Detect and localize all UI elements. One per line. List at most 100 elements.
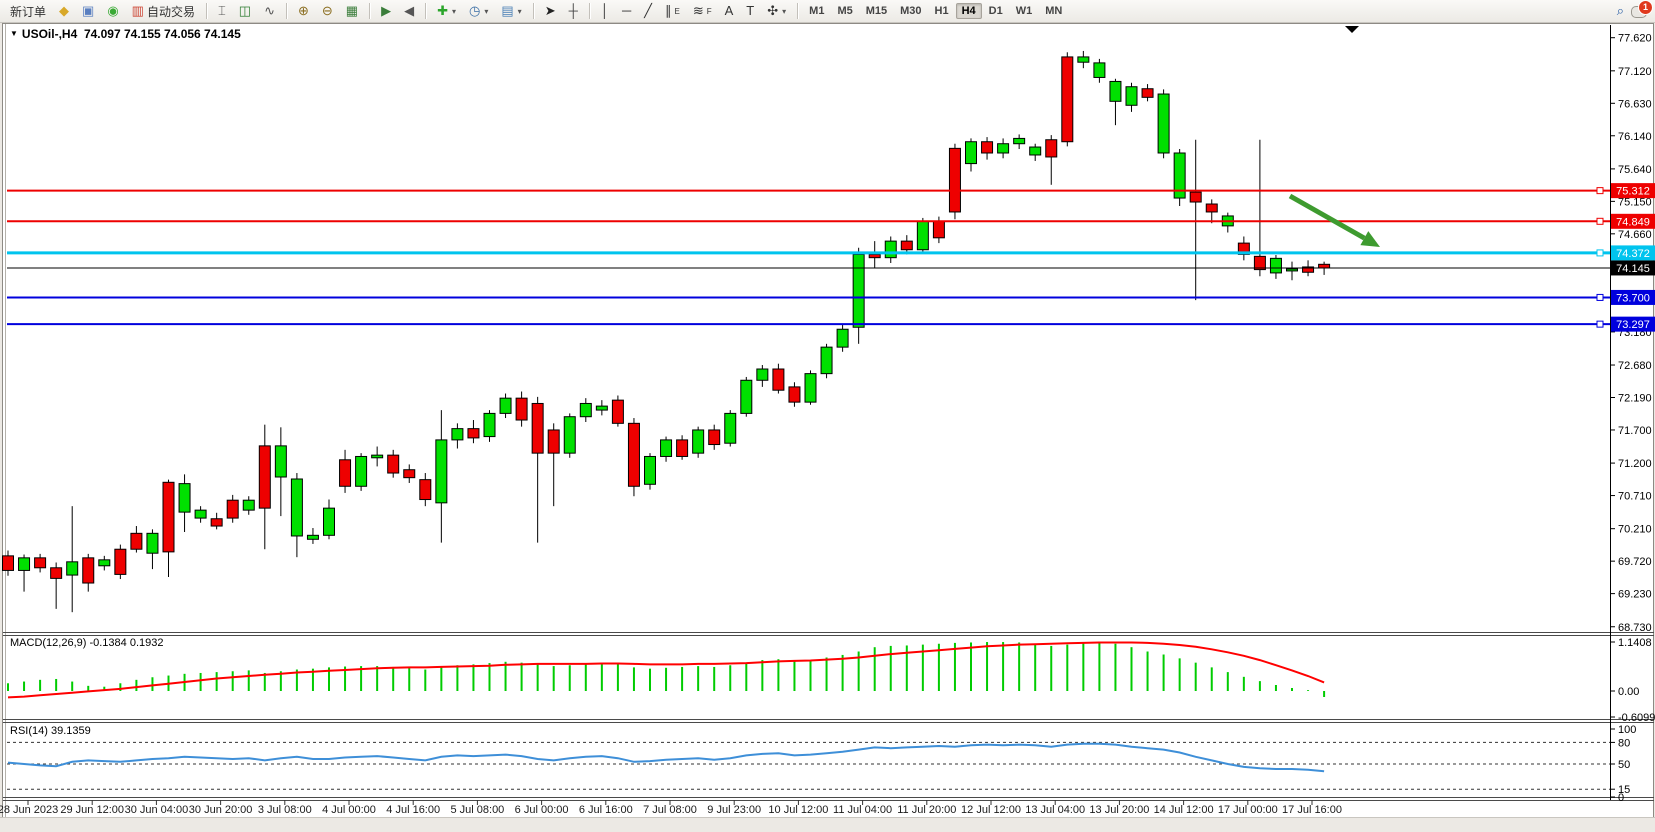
time-axis-label: 4 Jul 16:00 bbox=[386, 804, 440, 816]
chevron-down-icon: ▾ bbox=[452, 6, 457, 16]
signals-icon: ◉ bbox=[107, 3, 119, 18]
cursor-icon[interactable]: ➤ bbox=[539, 2, 562, 20]
timeframe-m15-button[interactable]: M15 bbox=[865, 5, 888, 17]
market-watch-icon: ◆ bbox=[59, 3, 70, 18]
auto-scroll-icon[interactable]: ▶ bbox=[375, 2, 397, 20]
timeframe-w1-button[interactable]: W1 bbox=[1015, 5, 1033, 17]
time-axis-label: 6 Jul 00:00 bbox=[515, 804, 569, 816]
autotrade-button: ▥ bbox=[131, 3, 144, 18]
trend-arrow-head bbox=[1360, 231, 1380, 247]
price-axis-tick: 75.150 bbox=[1618, 196, 1652, 208]
chevron-down-icon: ▾ bbox=[484, 6, 489, 16]
timeframe-m1-button[interactable]: M1 bbox=[809, 5, 825, 17]
line-handle bbox=[1596, 187, 1604, 195]
timeframe-m30-button[interactable]: M30 bbox=[900, 5, 922, 17]
toolbar-separator bbox=[797, 3, 799, 19]
time-axis-label: 17 Jul 16:00 bbox=[1282, 804, 1342, 816]
signals-icon[interactable]: ◉ bbox=[101, 2, 124, 20]
timeframe-mn-button[interactable]: MN bbox=[1045, 5, 1063, 17]
time-axis-label: 7 Jul 08:00 bbox=[643, 804, 697, 816]
navigator-icon[interactable]: ▣ bbox=[76, 2, 100, 20]
time-axis-label: 28 Jun 2023 bbox=[0, 804, 58, 816]
macd-panel: 1.1408 0.00 -0.6099 bbox=[7, 637, 1655, 724]
text-icon: A bbox=[724, 3, 734, 18]
arrows-icon: ✣ bbox=[767, 3, 779, 18]
zoom-in-icon[interactable]: ⊕ bbox=[292, 2, 315, 20]
auto-scroll-icon: ▶ bbox=[381, 3, 392, 18]
rsi-axis-tick: 15 bbox=[1618, 784, 1630, 796]
search-icon[interactable]: ⌕ bbox=[1611, 2, 1630, 20]
vertical-line-icon: │ bbox=[600, 3, 609, 18]
candlestick-chart-icon[interactable]: ◫ bbox=[233, 2, 257, 20]
vertical-line-icon[interactable]: │ bbox=[595, 2, 615, 20]
price-axis-tick: 77.620 bbox=[1618, 33, 1652, 45]
timeframe-h4-button[interactable]: H4 bbox=[955, 3, 982, 19]
icon-subscript: E bbox=[674, 6, 680, 16]
fibonacci-icon[interactable]: ≋ F bbox=[687, 2, 718, 20]
add-indicator-icon[interactable]: ✚ ▾ bbox=[431, 2, 462, 20]
price-tag bbox=[1611, 183, 1655, 199]
line-handle bbox=[1596, 320, 1604, 328]
line-chart-icon[interactable]: ∿ bbox=[258, 2, 281, 20]
fibonacci-icon: ≋ bbox=[692, 3, 704, 18]
tile-windows-icon[interactable]: ▦ bbox=[340, 2, 364, 20]
navigator-icon: ▣ bbox=[82, 3, 95, 18]
templates-icon[interactable]: ▤ ▾ bbox=[495, 2, 527, 20]
market-watch-icon[interactable]: ◆ bbox=[53, 2, 75, 20]
status-bar bbox=[0, 817, 1655, 832]
price-tag-label: 74.145 bbox=[1616, 263, 1650, 275]
rsi-axis-tick: 80 bbox=[1618, 737, 1630, 749]
price-tag bbox=[1611, 245, 1655, 261]
rsi-axis-tick: 0 bbox=[1618, 792, 1624, 804]
cursor-icon: ➤ bbox=[544, 3, 556, 18]
time-axis-label: 9 Jul 23:00 bbox=[707, 804, 761, 816]
price-tag bbox=[1611, 289, 1655, 305]
chart-shift-icon[interactable]: ◀ bbox=[398, 2, 420, 20]
timeframe-d1-button[interactable]: D1 bbox=[988, 5, 1003, 17]
time-axis-label: 30 Jun 04:00 bbox=[125, 804, 189, 816]
rsi-axis-tick: 50 bbox=[1618, 759, 1630, 771]
crosshair-icon[interactable]: ┼ bbox=[563, 2, 584, 20]
price-tag-label: 73.297 bbox=[1616, 319, 1650, 331]
time-axis-label: 14 Jul 12:00 bbox=[1154, 804, 1214, 816]
trend-arrow-annotation bbox=[1288, 193, 1366, 241]
macd-indicator-label: MACD(12,26,9) -0.1384 0.1932 bbox=[10, 637, 164, 649]
candles-layer bbox=[2, 50, 1331, 613]
time-axis-label: 5 Jul 08:00 bbox=[450, 804, 504, 816]
zoom-out-icon[interactable]: ⊖ bbox=[316, 2, 339, 20]
chevron-down-icon: ▾ bbox=[517, 6, 522, 16]
autotrade-button[interactable]: ▥ 自动交易 bbox=[126, 1, 201, 22]
trendline-icon[interactable]: ╱ bbox=[638, 2, 658, 20]
autotrade-button-label: 自动交易 bbox=[146, 4, 195, 19]
new-order-button-label: 新订单 bbox=[10, 4, 47, 19]
price-tag bbox=[1611, 260, 1655, 276]
equidistant-channel-icon[interactable]: ∥ E bbox=[659, 2, 686, 20]
arrows-icon[interactable]: ✣ ▾ bbox=[761, 2, 792, 20]
text-icon[interactable]: A bbox=[719, 2, 740, 20]
toolbar-separator bbox=[588, 3, 590, 19]
bar-chart-icon[interactable]: ⌶ bbox=[212, 2, 232, 20]
price-tag-label: 74.849 bbox=[1616, 216, 1650, 228]
new-order-button[interactable]: 新订单 bbox=[4, 1, 52, 22]
toolbar: 新订单 ◆ ▣ ◉ ▥ 自动交易 ⌶ ◫ ∿ ⊕ ⊖ ▦ ▶ ◀ ✚ ▾ ◷ ▾ ▤ ▾ ➤ ┼ │ ─ ╱ ∥ E ≋ F A T ✣ ▾ M1… bbox=[0, 0, 1655, 23]
price-axis-tick: 69.720 bbox=[1618, 556, 1652, 568]
timeframe-h1-button[interactable]: H1 bbox=[934, 5, 949, 17]
toolbar-separator bbox=[205, 3, 207, 19]
chart-collapse-icon[interactable]: ▼ bbox=[10, 29, 18, 38]
tile-windows-icon: ▦ bbox=[345, 3, 359, 18]
templates-icon: ▤ bbox=[501, 3, 514, 18]
horizontal-line-icon[interactable]: ─ bbox=[616, 2, 637, 20]
periods-icon[interactable]: ◷ ▾ bbox=[463, 2, 494, 20]
timeframe-m5-button[interactable]: M5 bbox=[837, 5, 853, 17]
text-label-icon[interactable]: T bbox=[740, 2, 760, 20]
chat-icon[interactable]: 1 bbox=[1631, 0, 1653, 19]
search-icon: ⌕ bbox=[1616, 3, 1624, 18]
price-axis-tick: 75.640 bbox=[1618, 164, 1652, 176]
macd-signal-line bbox=[7, 641, 1325, 699]
icon-subscript: F bbox=[706, 6, 712, 16]
price-tag-label: 75.312 bbox=[1616, 186, 1650, 198]
rsi-line bbox=[7, 742, 1325, 773]
price-axis-tick: 76.630 bbox=[1618, 98, 1652, 110]
